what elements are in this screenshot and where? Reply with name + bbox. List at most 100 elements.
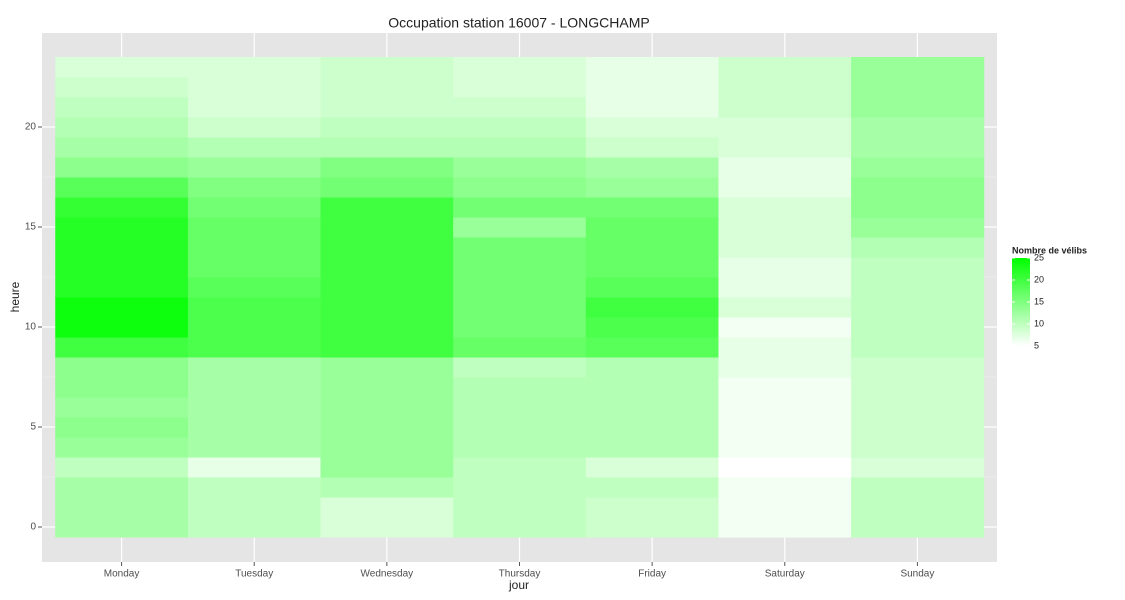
tile xyxy=(585,477,719,498)
tile xyxy=(453,77,587,98)
tile xyxy=(55,197,189,218)
tile xyxy=(187,357,322,378)
tile xyxy=(453,97,587,118)
tile xyxy=(585,177,719,198)
tile xyxy=(320,377,454,398)
tile xyxy=(453,437,587,458)
tile xyxy=(187,177,322,198)
tile xyxy=(187,237,322,258)
tile xyxy=(55,177,189,198)
tile xyxy=(187,437,322,458)
tile xyxy=(55,137,189,158)
tile xyxy=(851,117,985,138)
tile xyxy=(55,317,189,338)
tile xyxy=(55,97,189,118)
tile xyxy=(453,297,587,318)
tile xyxy=(187,337,322,358)
tile xyxy=(320,437,454,458)
tile xyxy=(453,217,587,238)
tile xyxy=(851,237,985,258)
tile xyxy=(187,417,322,438)
tile xyxy=(55,357,189,378)
tile xyxy=(851,337,985,358)
tile xyxy=(187,117,322,138)
tile xyxy=(851,377,985,398)
tile xyxy=(851,157,985,178)
y-tick-label: 0 xyxy=(30,522,36,533)
tile xyxy=(453,137,587,158)
tile xyxy=(851,137,985,158)
tile xyxy=(851,57,985,78)
tile xyxy=(718,157,852,178)
tile xyxy=(851,397,985,418)
tile xyxy=(453,257,587,278)
colorbar xyxy=(1012,258,1030,346)
tile xyxy=(453,457,587,478)
x-tick-label: Thursday xyxy=(499,569,541,580)
tile xyxy=(55,517,189,538)
tile xyxy=(453,377,587,398)
tile xyxy=(718,417,852,438)
tile xyxy=(55,417,189,438)
tile xyxy=(187,57,322,78)
colorbar-tick-label: 20 xyxy=(1034,274,1044,284)
tile xyxy=(718,477,852,498)
tile xyxy=(453,177,587,198)
tile xyxy=(585,117,719,138)
tile xyxy=(585,217,719,238)
tile xyxy=(320,277,454,298)
tile xyxy=(187,97,322,118)
tile xyxy=(718,317,852,338)
tile xyxy=(320,237,454,258)
tile xyxy=(320,177,454,198)
colorbar-tick-label: 15 xyxy=(1034,296,1044,306)
tile xyxy=(585,437,719,458)
tile xyxy=(453,417,587,438)
y-tick-label: 20 xyxy=(25,122,37,133)
x-tick-label: Friday xyxy=(638,569,666,580)
tile xyxy=(453,357,587,378)
tile xyxy=(851,177,985,198)
tile xyxy=(320,397,454,418)
tile xyxy=(55,257,189,278)
tile xyxy=(453,397,587,418)
tile xyxy=(718,117,852,138)
tile xyxy=(320,157,454,178)
tile xyxy=(718,517,852,538)
tile xyxy=(187,377,322,398)
tile xyxy=(585,277,719,298)
tile xyxy=(453,337,587,358)
tile xyxy=(320,517,454,538)
tile xyxy=(320,357,454,378)
tile xyxy=(585,137,719,158)
tile xyxy=(187,77,322,98)
tile xyxy=(187,157,322,178)
tile xyxy=(55,297,189,318)
tile xyxy=(585,417,719,438)
tile xyxy=(718,437,852,458)
tile xyxy=(320,317,454,338)
tile xyxy=(320,337,454,358)
tile xyxy=(187,317,322,338)
tile xyxy=(585,357,719,378)
tile xyxy=(320,117,454,138)
tile xyxy=(718,237,852,258)
tile xyxy=(851,517,985,538)
colorbar-tick-label: 5 xyxy=(1034,340,1039,350)
tile xyxy=(453,477,587,498)
tile xyxy=(851,297,985,318)
tile xyxy=(585,97,719,118)
tile xyxy=(187,197,322,218)
tile xyxy=(851,77,985,98)
tile xyxy=(851,497,985,518)
x-tick-label: Saturday xyxy=(765,569,805,580)
tile xyxy=(187,277,322,298)
tile xyxy=(55,437,189,458)
tile xyxy=(851,457,985,478)
tile xyxy=(187,397,322,418)
tile xyxy=(585,157,719,178)
tile xyxy=(55,77,189,98)
x-tick-label: Monday xyxy=(104,569,140,580)
x-tick-label: Sunday xyxy=(900,569,934,580)
tile xyxy=(187,497,322,518)
